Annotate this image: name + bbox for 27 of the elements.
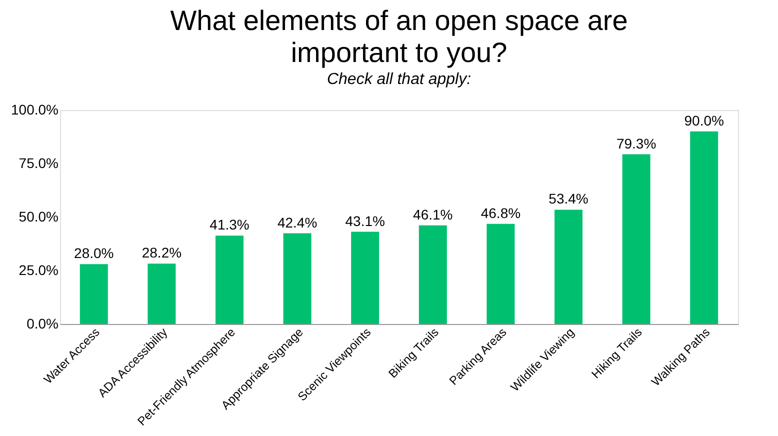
data-label: 42.4% — [277, 214, 318, 230]
bar — [351, 232, 380, 324]
bar — [216, 236, 244, 324]
y-tick-label: 25.0% — [18, 262, 58, 278]
data-label: 46.1% — [413, 206, 453, 222]
bar — [486, 224, 515, 324]
bar — [80, 264, 108, 324]
y-tick-label: 50.0% — [18, 208, 58, 224]
bar — [148, 264, 176, 324]
data-label: 53.4% — [548, 190, 588, 207]
data-label: 79.3% — [616, 135, 656, 152]
data-label: 46.8% — [480, 204, 521, 221]
y-tick-label: 0.0% — [26, 316, 58, 332]
bar — [418, 225, 447, 324]
y-tick-label: 75.0% — [18, 155, 58, 171]
data-label: 41.3% — [210, 216, 250, 233]
chart-title: What elements of an open space are important to you? — [170, 5, 628, 68]
data-label: 28.0% — [74, 245, 114, 262]
data-label: 43.1% — [345, 212, 385, 229]
data-label: 90.0% — [684, 112, 724, 128]
chart-subtitle: Check all that apply: — [326, 71, 472, 88]
y-tick-label: 100.0% — [11, 102, 58, 118]
bar — [622, 154, 650, 324]
bar — [554, 210, 582, 324]
bar — [283, 233, 312, 324]
bar — [690, 131, 718, 324]
data-label: 28.2% — [142, 244, 182, 261]
